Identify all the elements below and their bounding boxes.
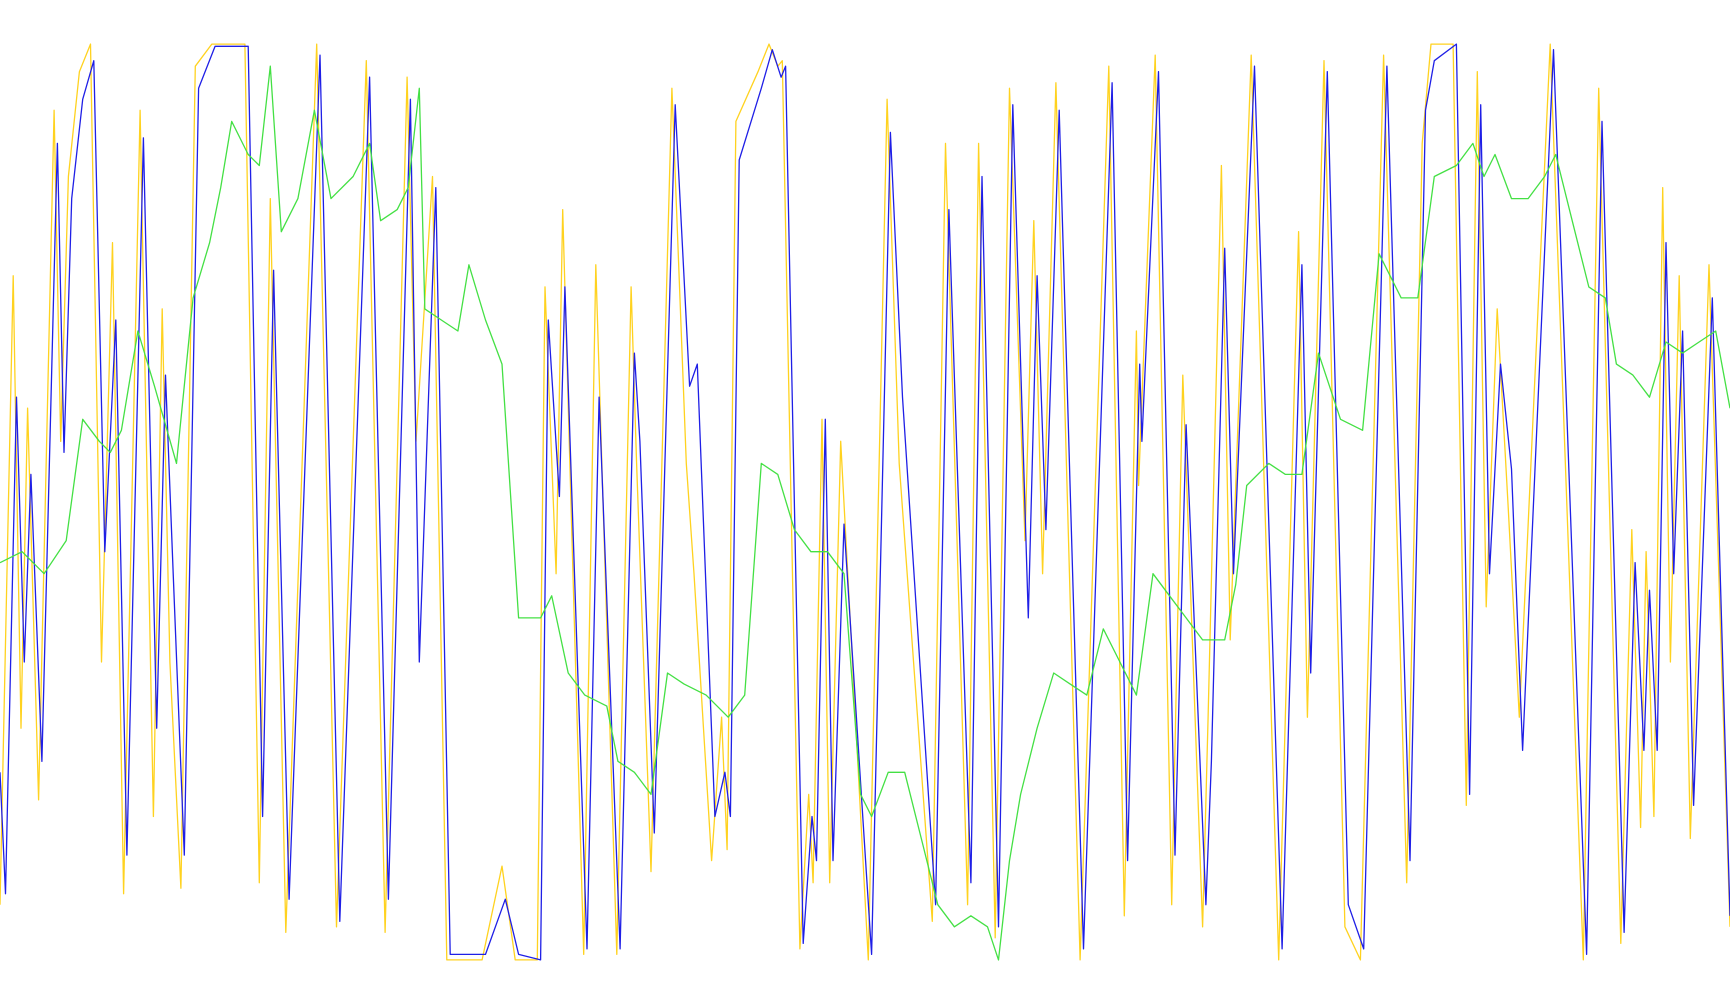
series-line: [0, 43, 1730, 961]
series-line: [0, 65, 1730, 961]
series-line: [0, 43, 1730, 961]
